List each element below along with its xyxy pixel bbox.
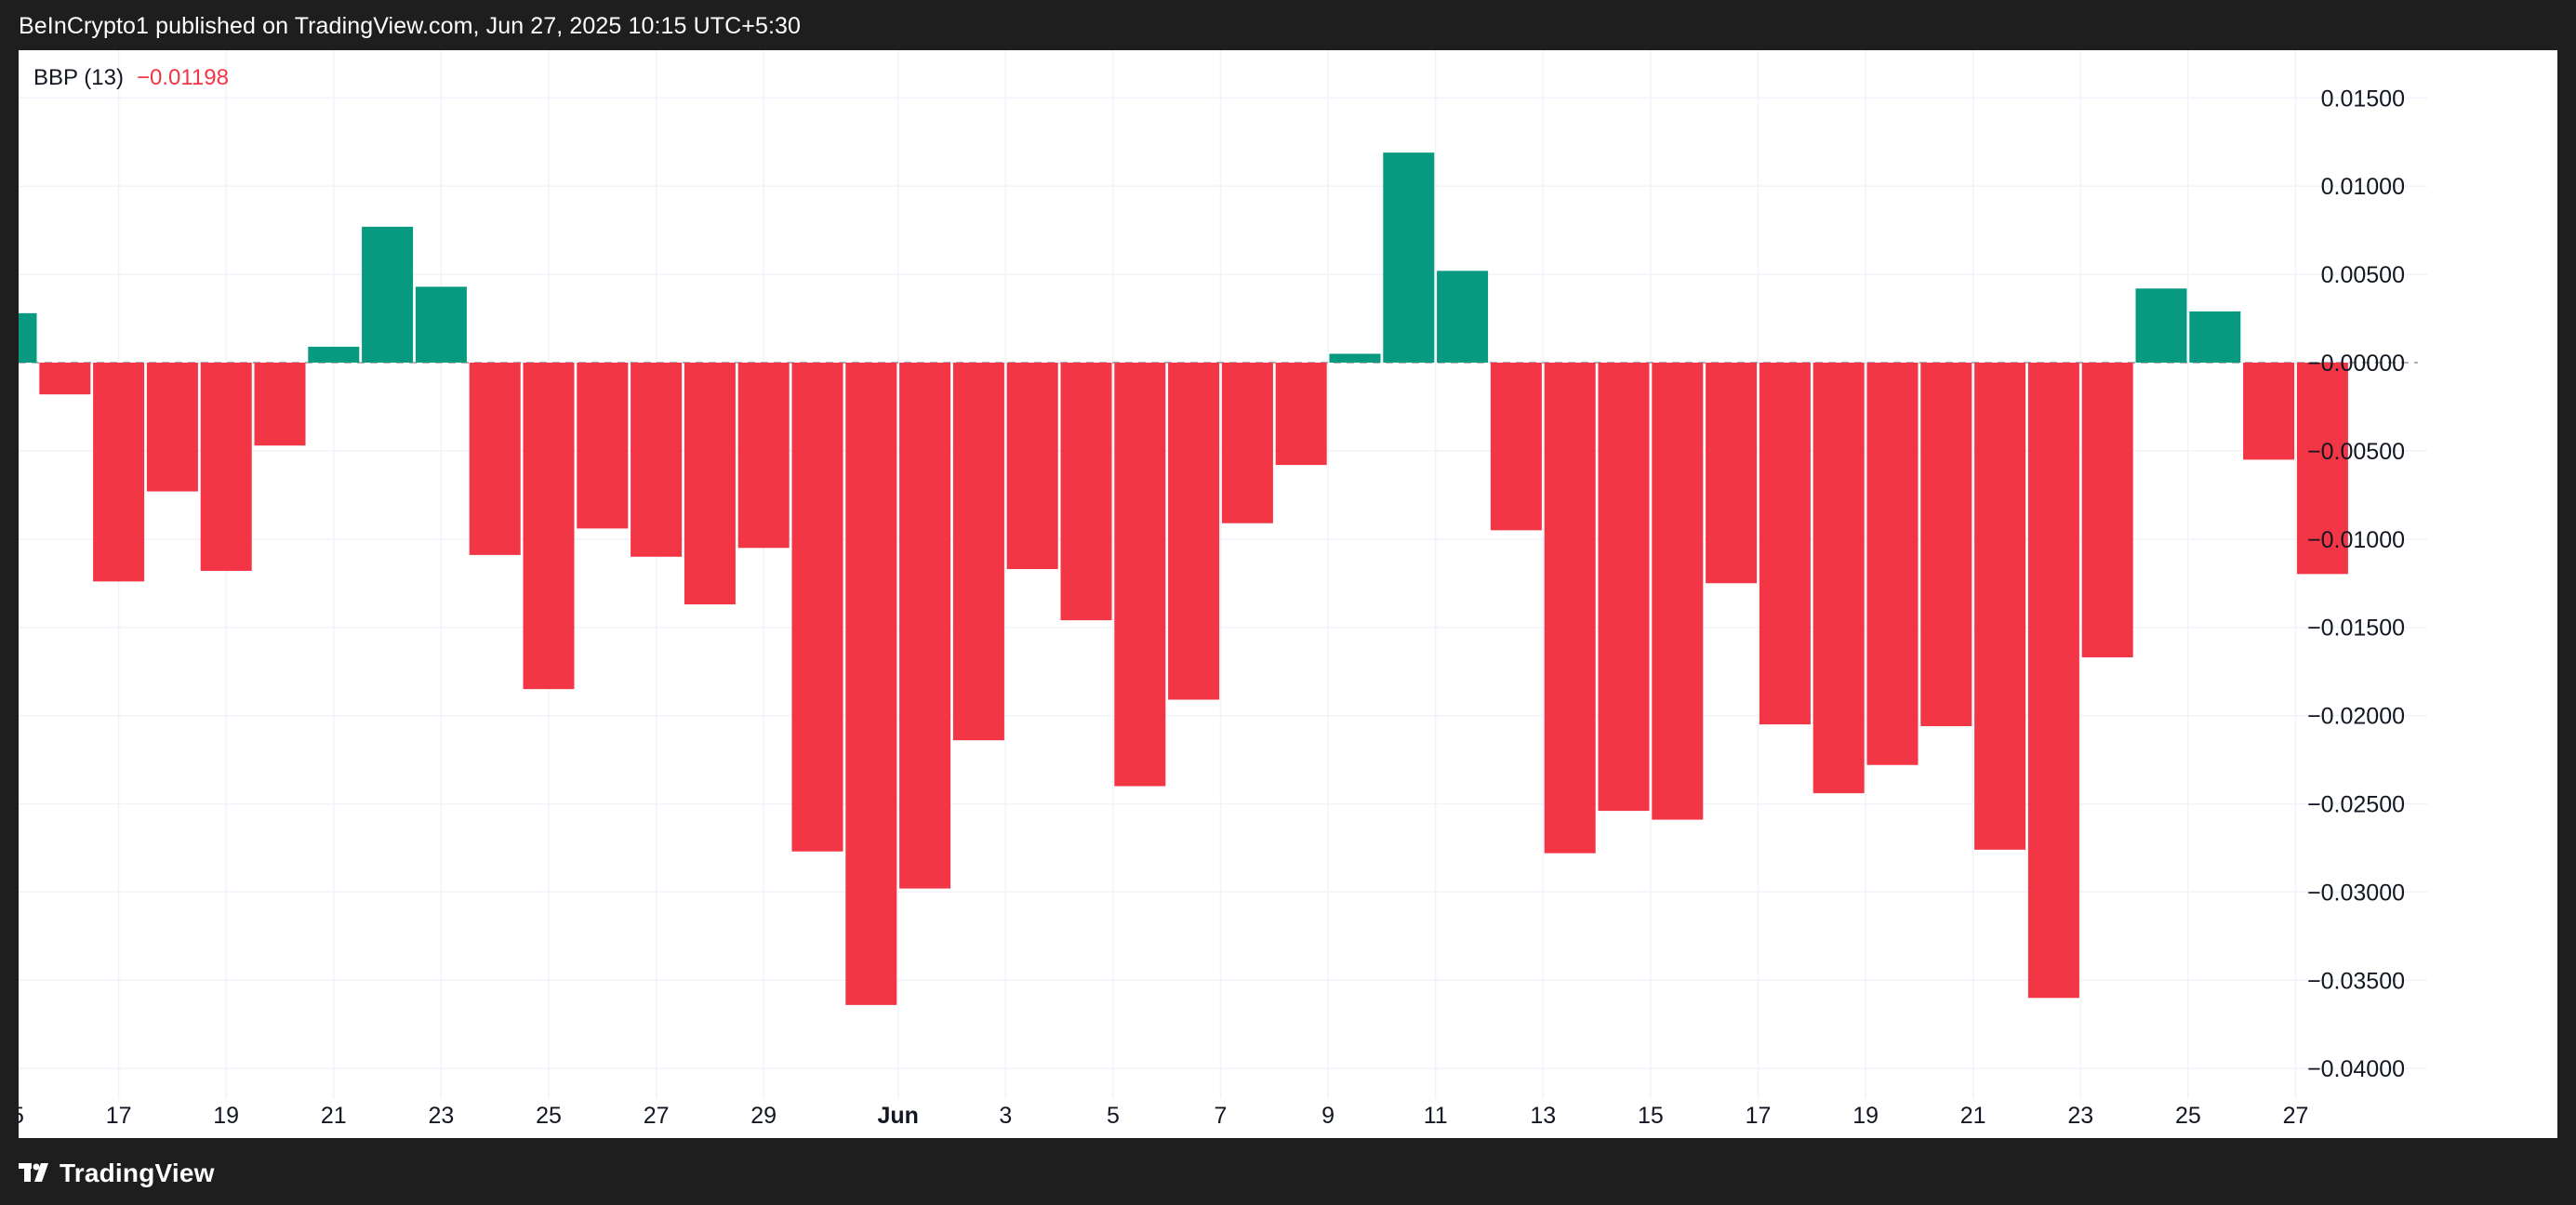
y-tick-label: −0.02500 [2307,792,2405,818]
histogram-bar[interactable] [1866,363,1919,765]
x-tick-label: 9 [1321,1103,1334,1129]
y-tick-label: 0.01500 [2321,86,2405,112]
histogram-bar[interactable] [1598,363,1650,812]
histogram-bar[interactable] [146,363,198,492]
histogram-bar[interactable] [1490,363,1542,531]
histogram-bar[interactable] [2027,363,2079,999]
y-tick-label: −0.00000 [2307,351,2405,377]
histogram-bar[interactable] [1920,363,1972,726]
x-tick-label: 23 [2067,1103,2093,1129]
x-tick-label: 25 [536,1103,562,1129]
indicator-value: −0.01198 [136,65,229,90]
histogram-bar[interactable] [952,363,1004,741]
histogram-bar[interactable] [1329,353,1381,363]
histogram-bar[interactable] [1544,363,1596,854]
histogram-bar[interactable] [93,363,145,582]
y-tick-label: −0.01500 [2307,616,2405,642]
x-tick-label: 3 [999,1103,1012,1129]
y-tick-label: −0.00500 [2307,439,2405,465]
y-tick-label: −0.01000 [2307,527,2405,553]
x-tick-label: 19 [213,1103,239,1129]
x-tick-label: 5 [1107,1103,1120,1129]
y-tick-label: −0.03000 [2307,880,2405,906]
histogram-bar[interactable] [791,363,843,852]
y-tick-label: −0.02000 [2307,704,2405,730]
histogram-bar[interactable] [1437,271,1489,363]
histogram-bar[interactable] [362,226,414,363]
histogram-bar[interactable] [1168,363,1220,700]
x-tick-label: 25 [2175,1103,2201,1129]
histogram-bar[interactable] [2296,363,2348,575]
x-tick-label: 13 [1530,1103,1556,1129]
publisher-bar: BeInCrypto1 published on TradingView.com… [0,0,2576,50]
indicator-name: BBP (13) [33,65,124,90]
x-tick-label: 19 [1852,1103,1879,1129]
x-tick-label: 23 [428,1103,454,1129]
x-tick-label: 15 [1638,1103,1664,1129]
histogram-bar[interactable] [19,312,37,363]
histogram-bar[interactable] [2243,363,2295,460]
brand-name: TradingView [60,1159,215,1187]
histogram-bar[interactable] [200,363,252,571]
bars [19,152,2348,1005]
indicator-legend[interactable]: BBP (13) −0.01198 [33,65,229,91]
histogram-bar[interactable] [308,346,360,363]
histogram-bar[interactable] [523,363,575,690]
y-axis-ticks: 0.01500 0.01000 0.00500 −0.00000 −0.00500 −0.… [2307,86,2405,1082]
x-tick-label: Jun [877,1103,918,1129]
histogram-bar[interactable] [2189,311,2241,363]
x-axis-ticks: 15 17 19 21 23 25 27 29 Jun 3 5 7 9 11 13 15 17 19 21 23 25 2… [19,1103,2308,1129]
x-tick-label: 11 [1424,1103,1448,1129]
histogram-bar[interactable] [737,363,790,549]
histogram-bar[interactable] [1652,363,1704,820]
tradingview-logo[interactable]: TradingView [19,1159,215,1188]
x-tick-label: 17 [106,1103,132,1129]
histogram-bar[interactable] [577,363,629,529]
histogram-bar[interactable] [1221,363,1273,523]
x-tick-label: 27 [644,1103,670,1129]
histogram-bar[interactable] [1759,363,1811,725]
histogram-bar[interactable] [1812,363,1865,794]
x-tick-label: 21 [321,1103,347,1129]
y-tick-label: −0.04000 [2307,1056,2405,1082]
histogram-bar[interactable] [684,363,736,605]
x-tick-label: 27 [2283,1103,2309,1129]
histogram-bar[interactable] [899,363,951,889]
grid-lines [19,50,2427,1099]
histogram-bar[interactable] [1275,363,1327,466]
x-tick-label: 29 [750,1103,777,1129]
histogram-bar[interactable] [845,363,897,1005]
histogram-bar[interactable] [254,363,306,446]
histogram-bar[interactable] [39,363,91,395]
publisher-line: BeInCrypto1 published on TradingView.com… [19,13,802,39]
bbp-histogram-chart[interactable]: 0.01500 0.01000 0.00500 −0.00000 −0.00500 −0.… [19,50,2557,1138]
x-tick-label: 15 [19,1103,24,1129]
histogram-bar[interactable] [469,363,521,555]
histogram-bar[interactable] [2081,363,2133,657]
x-tick-label: 21 [1960,1103,1986,1129]
histogram-bar[interactable] [1006,363,1058,570]
histogram-bar[interactable] [631,363,683,557]
histogram-bar[interactable] [2135,288,2187,363]
histogram-bar[interactable] [1060,363,1112,621]
y-tick-label: 0.01000 [2321,174,2405,200]
tradingview-logo-icon [19,1163,48,1182]
y-tick-label: 0.00500 [2321,262,2405,288]
y-tick-label: −0.03500 [2307,968,2405,994]
histogram-bar[interactable] [1974,363,2026,850]
histogram-bar[interactable] [1706,363,1758,584]
histogram-bar[interactable] [1114,363,1166,787]
histogram-bar[interactable] [415,286,467,363]
chart-panel[interactable]: 0.01500 0.01000 0.00500 −0.00000 −0.00500 −0.… [19,50,2557,1138]
footer-bar: TradingView [0,1138,2576,1205]
x-tick-label: 7 [1215,1103,1228,1129]
histogram-bar[interactable] [1383,152,1435,363]
x-tick-label: 17 [1746,1103,1772,1129]
